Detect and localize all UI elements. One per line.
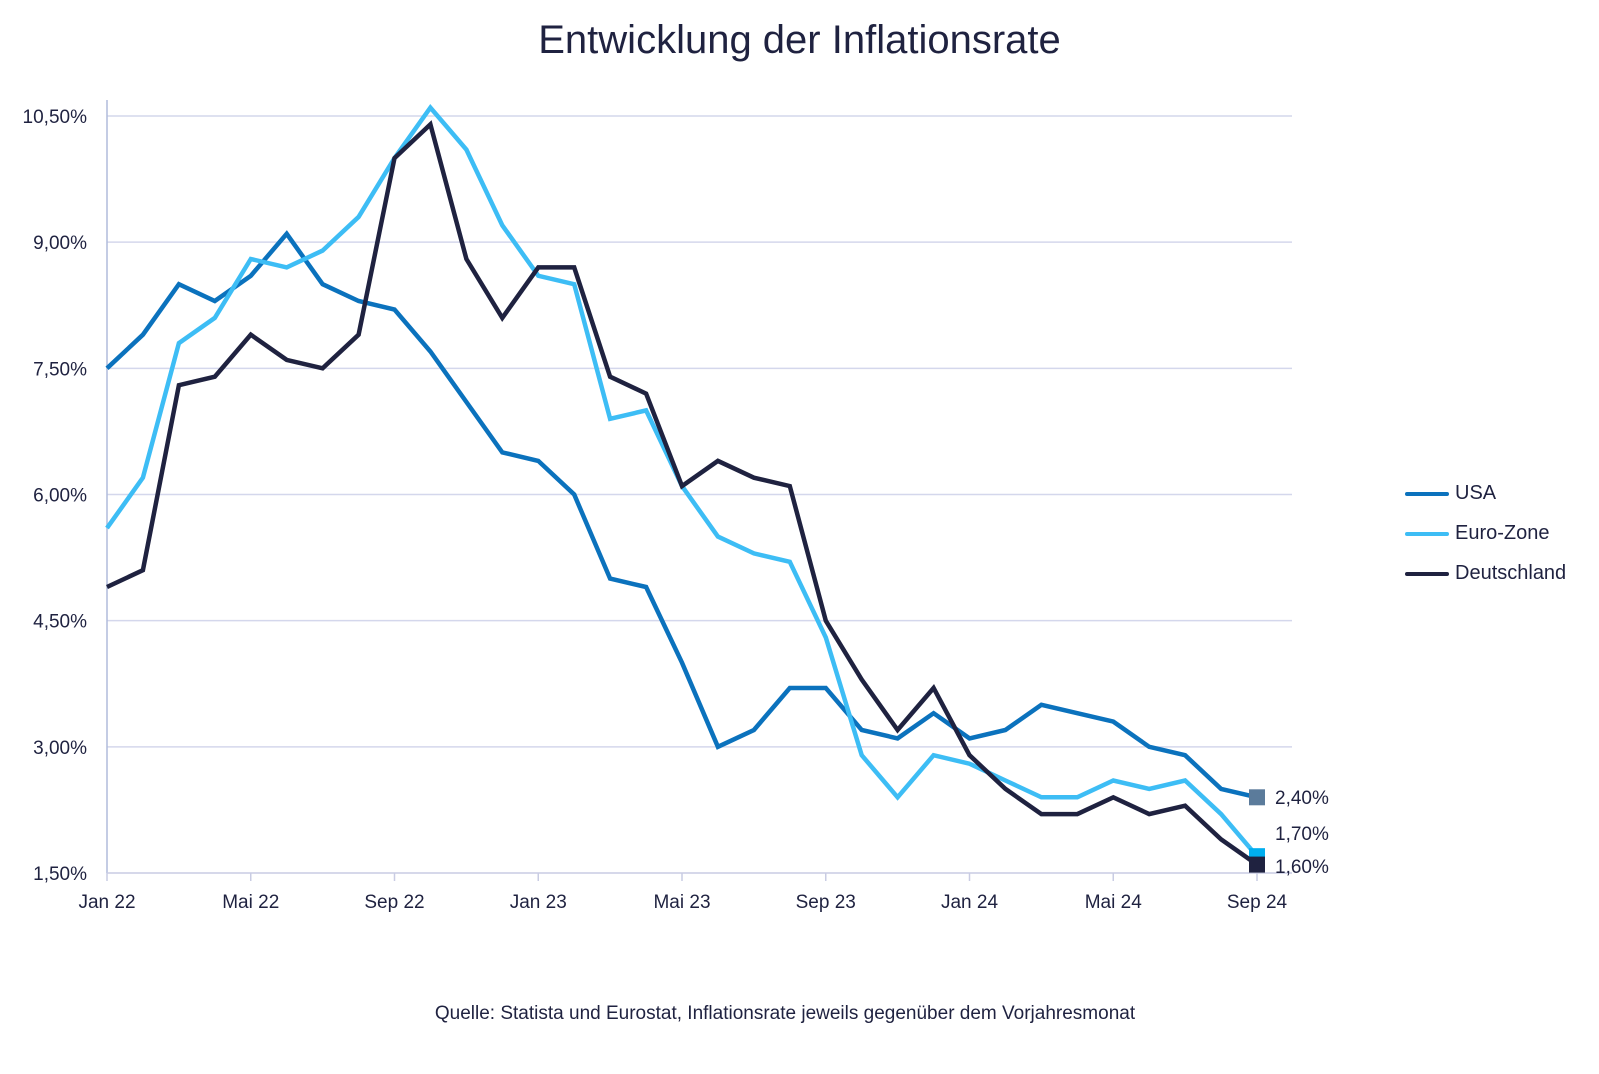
legend-label: USA <box>1455 482 1497 504</box>
x-tick-label: Jan 22 <box>78 892 135 913</box>
y-tick-label: 4,50% <box>33 612 87 633</box>
legend-swatch <box>1405 531 1449 536</box>
x-tick-label: Sep 23 <box>796 892 856 913</box>
legend-item-deutschland: Deutschland <box>1405 562 1566 585</box>
x-tick-label: Jan 23 <box>510 892 567 913</box>
y-tick-label: 6,00% <box>33 486 87 507</box>
end-marker <box>1249 789 1265 806</box>
x-tick-label: Sep 24 <box>1227 892 1288 913</box>
legend-label: Deutschland <box>1455 562 1567 584</box>
legend-item-euro-zone: Euro-Zone <box>1405 522 1550 545</box>
end-value-label: 1,60% <box>1275 857 1329 878</box>
end-value-label: 1,70% <box>1275 824 1329 845</box>
x-tick-label: Mai 24 <box>1085 892 1142 913</box>
source-note: Quelle: Statista und Eurostat, Inflation… <box>434 1003 1136 1024</box>
y-tick-label: 3,00% <box>33 738 87 759</box>
y-tick-label: 1,50% <box>33 864 87 885</box>
x-tick-label: Mai 22 <box>222 892 279 913</box>
y-tick-label: 9,00% <box>33 233 87 254</box>
chart-title: Entwicklung der Inflationsrate <box>538 18 1061 62</box>
legend-item-usa: USA <box>1405 482 1496 505</box>
legend-swatch <box>1405 571 1449 576</box>
y-tick-label: 10,50% <box>23 107 88 128</box>
legend-label: Euro-Zone <box>1455 522 1550 544</box>
x-tick-label: Sep 22 <box>364 892 424 913</box>
legend-swatch <box>1405 491 1449 496</box>
x-tick-label: Jan 24 <box>941 892 998 913</box>
y-tick-label: 7,50% <box>33 359 87 380</box>
end-value-label: 2,40% <box>1275 788 1329 809</box>
end-marker <box>1249 856 1265 873</box>
x-tick-label: Mai 23 <box>653 892 710 913</box>
series-line-usa <box>105 230 1258 800</box>
